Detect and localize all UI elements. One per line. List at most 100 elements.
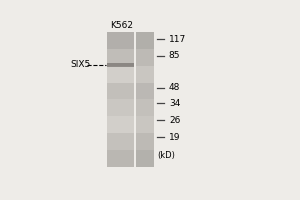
- Text: 19: 19: [169, 133, 180, 142]
- Bar: [107, 145, 134, 147]
- Bar: [136, 135, 154, 137]
- Bar: [107, 155, 134, 157]
- Bar: [136, 99, 154, 101]
- Text: 117: 117: [169, 35, 186, 44]
- Bar: [107, 125, 134, 127]
- Bar: [136, 123, 154, 125]
- Bar: [107, 147, 134, 149]
- Text: SIX5: SIX5: [70, 60, 90, 69]
- Bar: [136, 115, 154, 116]
- Bar: [136, 54, 154, 55]
- Bar: [136, 155, 154, 157]
- Bar: [107, 162, 134, 164]
- Bar: [107, 105, 134, 106]
- Bar: [107, 142, 134, 144]
- Bar: [107, 52, 134, 54]
- Bar: [107, 120, 134, 121]
- Text: (kD): (kD): [157, 151, 175, 160]
- Text: 34: 34: [169, 99, 180, 108]
- Text: K562: K562: [110, 21, 133, 30]
- Bar: [136, 88, 154, 89]
- Bar: [136, 128, 154, 130]
- Bar: [107, 94, 134, 96]
- Bar: [136, 147, 154, 149]
- Bar: [107, 118, 134, 120]
- Bar: [107, 74, 134, 76]
- Bar: [136, 160, 154, 162]
- Bar: [107, 40, 134, 42]
- Bar: [107, 111, 134, 113]
- Bar: [136, 116, 154, 118]
- Bar: [136, 69, 154, 71]
- Bar: [136, 101, 154, 103]
- Bar: [136, 133, 154, 135]
- Bar: [136, 110, 154, 111]
- Bar: [107, 133, 134, 135]
- Bar: [136, 40, 154, 42]
- Bar: [107, 123, 134, 125]
- Bar: [136, 118, 154, 120]
- Bar: [107, 132, 134, 133]
- Bar: [136, 35, 154, 37]
- Bar: [136, 93, 154, 94]
- Bar: [107, 77, 134, 79]
- Bar: [136, 120, 154, 121]
- Bar: [107, 96, 134, 98]
- Bar: [136, 49, 154, 50]
- Bar: [107, 69, 134, 71]
- Bar: [136, 125, 154, 127]
- Bar: [107, 98, 134, 99]
- Bar: [107, 83, 134, 84]
- Bar: [107, 89, 134, 91]
- Bar: [136, 94, 154, 96]
- Bar: [136, 121, 154, 123]
- Bar: [107, 115, 134, 116]
- Bar: [136, 103, 154, 105]
- Bar: [136, 71, 154, 72]
- Bar: [136, 105, 154, 106]
- Bar: [107, 64, 134, 66]
- Bar: [136, 77, 154, 79]
- Bar: [136, 33, 154, 35]
- Bar: [136, 62, 154, 64]
- Bar: [107, 144, 134, 145]
- Bar: [136, 138, 154, 140]
- Bar: [136, 150, 154, 152]
- Bar: [136, 113, 154, 115]
- Bar: [136, 166, 154, 167]
- Bar: [107, 137, 134, 138]
- Bar: [107, 113, 134, 115]
- Bar: [107, 72, 134, 74]
- Bar: [107, 60, 134, 62]
- Bar: [136, 37, 154, 38]
- Bar: [136, 59, 154, 60]
- Bar: [107, 49, 134, 50]
- Bar: [136, 66, 154, 67]
- Bar: [136, 145, 154, 147]
- Bar: [136, 154, 154, 155]
- Bar: [107, 99, 134, 101]
- Bar: [107, 32, 134, 33]
- Bar: [107, 166, 134, 167]
- Bar: [136, 132, 154, 133]
- Bar: [136, 83, 154, 84]
- Bar: [107, 38, 134, 40]
- Bar: [136, 106, 154, 108]
- Bar: [107, 128, 134, 130]
- Bar: [136, 108, 154, 110]
- Bar: [136, 140, 154, 142]
- Text: 85: 85: [169, 51, 180, 60]
- Bar: [107, 116, 134, 118]
- Bar: [107, 140, 134, 142]
- Bar: [136, 74, 154, 76]
- Bar: [107, 37, 134, 38]
- Bar: [136, 91, 154, 93]
- Bar: [107, 93, 134, 94]
- Bar: [107, 63, 134, 67]
- Bar: [107, 138, 134, 140]
- Bar: [107, 66, 134, 67]
- Bar: [136, 157, 154, 159]
- Bar: [136, 98, 154, 99]
- Bar: [136, 67, 154, 69]
- Bar: [107, 110, 134, 111]
